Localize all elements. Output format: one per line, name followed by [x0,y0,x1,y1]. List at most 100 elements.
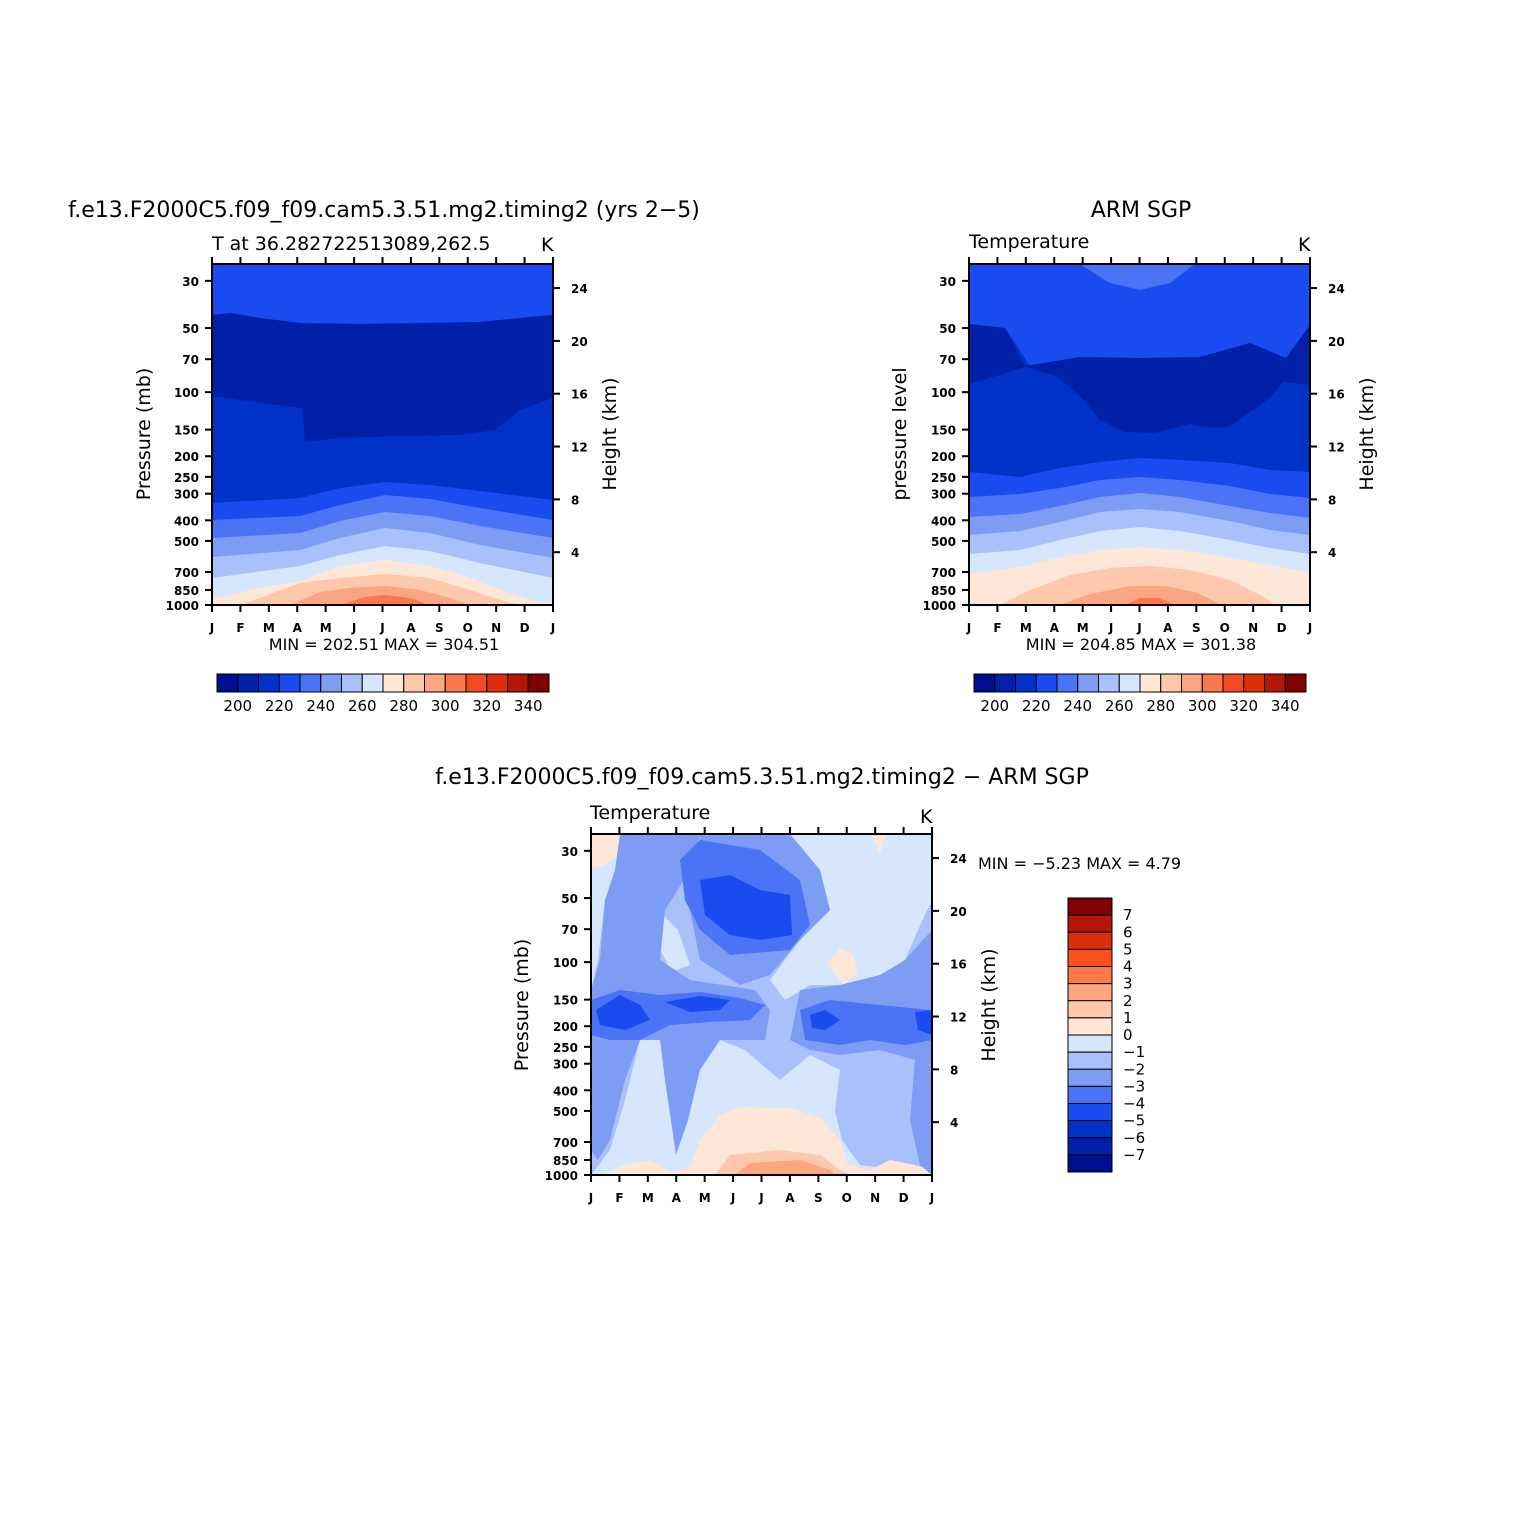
y-tick-label: 150 [931,424,956,438]
y-right-tick-label: 12 [1328,441,1345,455]
x-tick-label: J [758,1191,763,1205]
panel-model-ylabel: Pressure (mb) [133,368,155,501]
x-tick-label: J [550,621,555,635]
x-tick-label: F [615,1191,623,1205]
panel-obs-colorbar: 200 220 240 260 280 300 320 340 [973,673,1307,715]
colorbar-label: −2 [1123,1060,1145,1078]
y-right-tick-label: 20 [571,335,588,349]
panel-diff-band-mid-right [790,930,932,1175]
panel-obs: ARM SGP Temperature K pressure level Hei… [889,198,1378,715]
colorbar-label: −7 [1123,1146,1145,1164]
colorbar-swatch [1243,673,1265,693]
colorbar-swatch [1284,673,1307,693]
y-tick-label: 50 [561,892,578,906]
panel-model-band-180 [340,595,430,605]
panel-obs-ylabel: pressure level [889,367,911,500]
colorbar-swatch [382,673,405,693]
y-tick-label: 300 [553,1058,578,1072]
colorbar-swatch [486,673,508,693]
y-right-tick-label: 16 [950,958,967,972]
colorbar-label: 220 [1022,697,1051,715]
panel-diff-minmax: MIN = −5.23 MAX = 4.79 [978,854,1181,873]
y-tick-label: 500 [174,535,199,549]
colorbar-swatch [994,673,1016,693]
colorbar-label: −5 [1123,1112,1145,1130]
x-tick-label: J [929,1191,934,1205]
panel-obs-minmax: MIN = 204.85 MAX = 301.38 [1026,635,1256,654]
y-right-tick-label: 16 [1328,388,1345,402]
colorbar-label: 5 [1123,940,1133,958]
y-right-tick-label: 4 [1328,546,1336,560]
colorbar-swatch [278,673,301,693]
y-tick-label: 500 [553,1105,578,1119]
colorbar-swatch [1201,673,1224,693]
x-tick-label: A [672,1191,682,1205]
x-tick-label: M [320,621,332,635]
colorbar-label: 300 [1188,697,1217,715]
panel-diff-band-deep-right [800,1000,932,1045]
panel-diff-title: f.e13.F2000C5.f09_f09.cam5.3.51.mg2.timi… [435,765,1089,790]
x-tick-label: J [209,621,214,635]
y-tick-label: 250 [931,471,956,485]
colorbar-label: 280 [1146,697,1175,715]
colorbar-swatch [258,673,280,693]
x-tick-label: J [1307,621,1312,635]
x-tick-label: J [1108,621,1113,635]
colorbar-swatch [1067,1085,1113,1104]
x-tick-label: M [699,1191,711,1205]
panel-obs-title: ARM SGP [1091,198,1192,223]
y-right-tick-label: 8 [950,1063,958,1077]
colorbar-swatch [1067,1154,1113,1173]
x-tick-label: A [1163,621,1173,635]
colorbar-label: 0 [1123,1026,1133,1044]
y-tick-label: 30 [182,275,199,289]
colorbar-label: 340 [514,697,543,715]
y-tick-label: 850 [553,1154,578,1168]
colorbar-label: 7 [1123,906,1133,924]
panel-diff-band-warm-peak [735,1160,835,1175]
colorbar-label: 220 [265,697,294,715]
colorbar-label: 300 [431,697,460,715]
y-tick-label: 200 [931,450,956,464]
x-tick-label: J [966,621,971,635]
panel-model-units: K [541,234,554,256]
y-right-tick-label: 24 [950,852,967,866]
panel-obs-band-top [1080,264,1195,290]
colorbar-swatch [1160,673,1182,693]
colorbar-swatch [1098,673,1120,693]
colorbar-swatch [1067,1137,1113,1156]
y-tick-label: 100 [174,386,199,400]
colorbar-swatch [465,673,488,693]
panel-obs-band-200 [1000,566,1275,605]
panel-obs-axes: J F M A M J J A S O N D J 30 50 70 100 150 200 250 300 400 500… [923,257,1345,635]
x-tick-label: O [842,1191,852,1205]
colorbar-swatch [1067,1120,1113,1139]
panel-diff: f.e13.F2000C5.f09_f09.cam5.3.51.mg2.timi… [435,765,1181,1205]
colorbar-swatch [1181,673,1203,693]
x-tick-label: M [1020,621,1032,635]
y-right-tick-label: 24 [1328,282,1345,296]
y-tick-label: 700 [174,566,199,580]
colorbar-label: −1 [1123,1043,1145,1061]
x-tick-label: S [1192,621,1201,635]
y-tick-label: 30 [561,845,578,859]
y-right-tick-label: 16 [571,388,588,402]
x-tick-label: D [1277,621,1287,635]
panel-model-band-upper [212,264,553,324]
colorbar-swatch [216,673,239,693]
colorbar-swatch [341,673,363,693]
y-tick-label: 300 [931,488,956,502]
y-right-tick-label: 4 [571,546,579,560]
y-tick-label: 300 [174,488,199,502]
panel-diff-band-warm-low [600,1107,932,1175]
colorbar-swatch [1067,1017,1113,1036]
panel-model-axes: J F M A M J J A S O N D J 30 50 70 100 150 200 250 300 400 500… [166,257,588,635]
y-tick-label: 400 [931,514,956,528]
y-tick-label: 250 [174,471,199,485]
panel-diff-band-light-left [591,834,630,990]
y-tick-label: 200 [174,450,199,464]
y-tick-label: 30 [939,275,956,289]
panel-model-subtitle: T at 36.282722513089,262.5 [211,233,491,255]
panel-obs-band-190 [1060,586,1222,605]
panel-diff-axes: J F M A M J J A S O N D J 30 50 70 100 150 200 250 300 400 500… [545,827,967,1205]
